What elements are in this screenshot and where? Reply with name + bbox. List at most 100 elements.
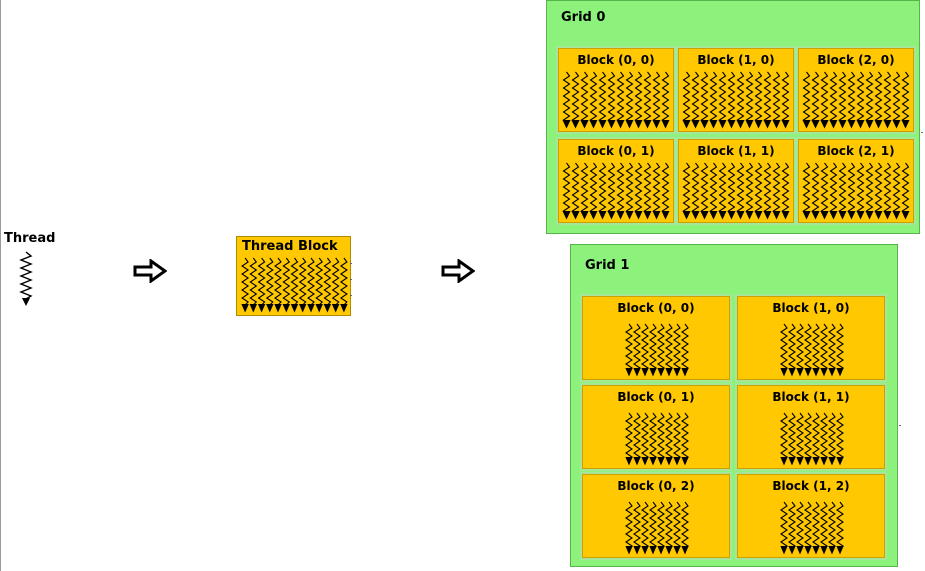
block: Block (0, 0)	[558, 48, 674, 132]
thread-line	[865, 162, 874, 213]
thread-line	[901, 162, 910, 213]
thread-line	[812, 323, 821, 370]
thread-arrowhead	[589, 120, 598, 129]
thread-arrowhead	[802, 211, 811, 220]
thread-line	[331, 257, 340, 306]
block: Block (1, 1)	[737, 385, 885, 469]
thread-arrowhead	[661, 120, 670, 129]
thread-line	[691, 71, 700, 122]
thread-line	[598, 162, 607, 213]
block-label: Block (0, 0)	[617, 301, 695, 315]
thread-line	[727, 71, 736, 122]
thread-arrowhead	[649, 368, 657, 377]
thread-line	[781, 71, 790, 122]
thread-arrowhead	[836, 546, 844, 555]
thread-arrowhead	[828, 546, 836, 555]
thread-arrowhead	[580, 120, 589, 129]
threads-icon	[780, 323, 844, 377]
thread-line	[641, 412, 650, 459]
thread-line	[682, 71, 691, 122]
threads-icon	[802, 162, 910, 220]
thread-line	[681, 323, 689, 370]
thread-arrowhead	[589, 211, 598, 220]
thread-arrowhead	[691, 211, 700, 220]
thread-arrowhead	[727, 211, 736, 220]
thread-line	[804, 501, 813, 548]
thread-line	[589, 71, 598, 122]
thread-line	[580, 71, 589, 122]
block-label: Block (1, 2)	[772, 479, 850, 493]
thread-line	[856, 162, 865, 213]
thread-arrowhead	[661, 211, 670, 220]
thread-line	[804, 412, 813, 459]
thread-arrowhead	[299, 304, 307, 313]
thread-arrowhead	[883, 120, 892, 129]
thread-line	[307, 257, 315, 306]
thread-line	[874, 71, 883, 122]
thread-arrowhead	[838, 120, 847, 129]
thread-arrowhead	[874, 120, 883, 129]
thread-line	[641, 323, 650, 370]
thread-line	[788, 412, 797, 459]
thread-line	[607, 162, 616, 213]
thread-line	[665, 323, 674, 370]
thread-line	[625, 71, 634, 122]
thread-arrowhead	[700, 211, 709, 220]
block-label: Block (0, 1)	[617, 390, 695, 404]
thread-arrowhead	[266, 304, 274, 313]
thread-arrowhead	[682, 211, 691, 220]
thread-line	[571, 71, 580, 122]
thread-line	[315, 257, 324, 306]
thread-line	[780, 412, 789, 459]
thread-arrowhead	[838, 211, 847, 220]
thread-arrowhead	[820, 368, 828, 377]
thread-line	[709, 162, 718, 213]
thread-arrowhead	[241, 304, 249, 313]
block: Block (0, 0)	[582, 296, 730, 380]
thread-line	[856, 71, 865, 122]
thread-arrowhead	[727, 120, 736, 129]
thread-line	[652, 71, 661, 122]
thread-arrowhead	[634, 120, 643, 129]
thread-line	[820, 501, 829, 548]
thread-arrowhead	[796, 457, 804, 466]
thread-line	[700, 71, 709, 122]
thread-line	[643, 71, 652, 122]
thread-line	[892, 71, 901, 122]
thread-arrowhead	[641, 546, 649, 555]
thread-arrowhead	[812, 457, 820, 466]
threads-icon	[780, 412, 844, 466]
thread-line	[780, 323, 789, 370]
thread-arrowhead	[649, 457, 657, 466]
thread-line	[625, 323, 634, 370]
thread-arrowhead	[598, 120, 607, 129]
grid-title: Grid 0	[561, 10, 606, 25]
thread-arrowhead	[820, 211, 829, 220]
thread-arrowhead	[681, 546, 689, 555]
thread-arrowhead	[811, 120, 820, 129]
thread-arrowhead	[625, 120, 634, 129]
thread-arrowhead	[634, 211, 643, 220]
thread-arrowhead	[681, 368, 689, 377]
threads-icon	[625, 323, 689, 377]
thread-line	[847, 162, 856, 213]
thread-arrowhead	[652, 120, 661, 129]
thread-arrowhead	[709, 211, 718, 220]
thread-line	[274, 257, 282, 306]
block-label: Block (1, 0)	[772, 301, 850, 315]
thread-arrowhead	[633, 368, 641, 377]
thread-line	[836, 501, 844, 548]
thread-arrowhead	[315, 304, 323, 313]
thread-arrowhead	[811, 211, 820, 220]
thread-line	[691, 162, 700, 213]
thread-arrowhead	[829, 120, 838, 129]
thread-arrowhead	[598, 211, 607, 220]
thread-line	[828, 323, 837, 370]
thread-line	[796, 412, 805, 459]
thread-line	[828, 412, 837, 459]
thread-arrowhead	[649, 546, 657, 555]
block-label: Block (1, 0)	[697, 53, 775, 67]
right-arrow-icon	[133, 259, 167, 283]
thread-line	[652, 162, 661, 213]
thread-line	[820, 71, 829, 122]
